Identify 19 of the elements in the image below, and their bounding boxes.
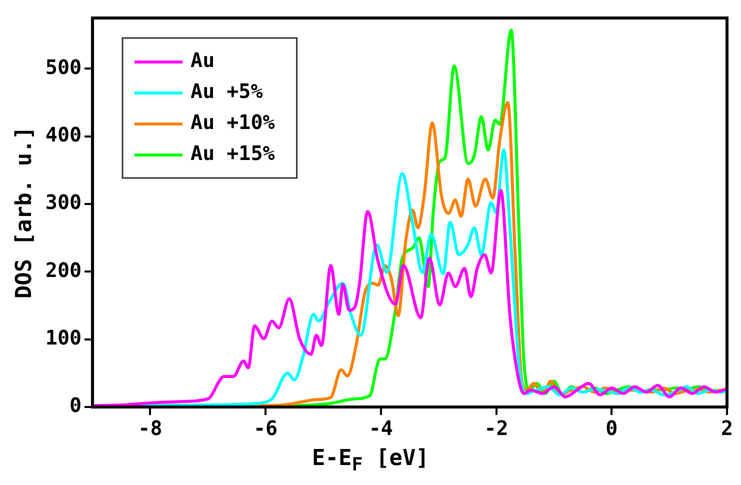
y-tick-label: 100 [45,326,82,350]
x-tick-label: 2 [720,416,734,440]
legend-label: Au [190,48,215,72]
legend-label: Au +5% [190,79,263,104]
legend-label: Au +15% [190,141,275,166]
line-series [92,189,727,407]
y-axis-title: DOS [arb. u.] [12,126,37,299]
y-tick-label: 300 [45,190,82,214]
x-tick-label: 0 [606,416,618,440]
x-tick-label: -8 [138,416,162,440]
y-tick-label: 0 [69,393,82,418]
y-tick-label: 400 [45,122,82,147]
y-tick-label: 200 [45,258,82,282]
y-tick-label: 500 [45,54,82,79]
legend-label: Au +10% [190,110,275,134]
x-tick-label: -2 [484,416,508,440]
x-tick-label: -4 [368,416,393,440]
x-tick-label: -6 [254,416,278,440]
x-axis-title: E-E$_{F}$ [eV] [310,446,430,476]
